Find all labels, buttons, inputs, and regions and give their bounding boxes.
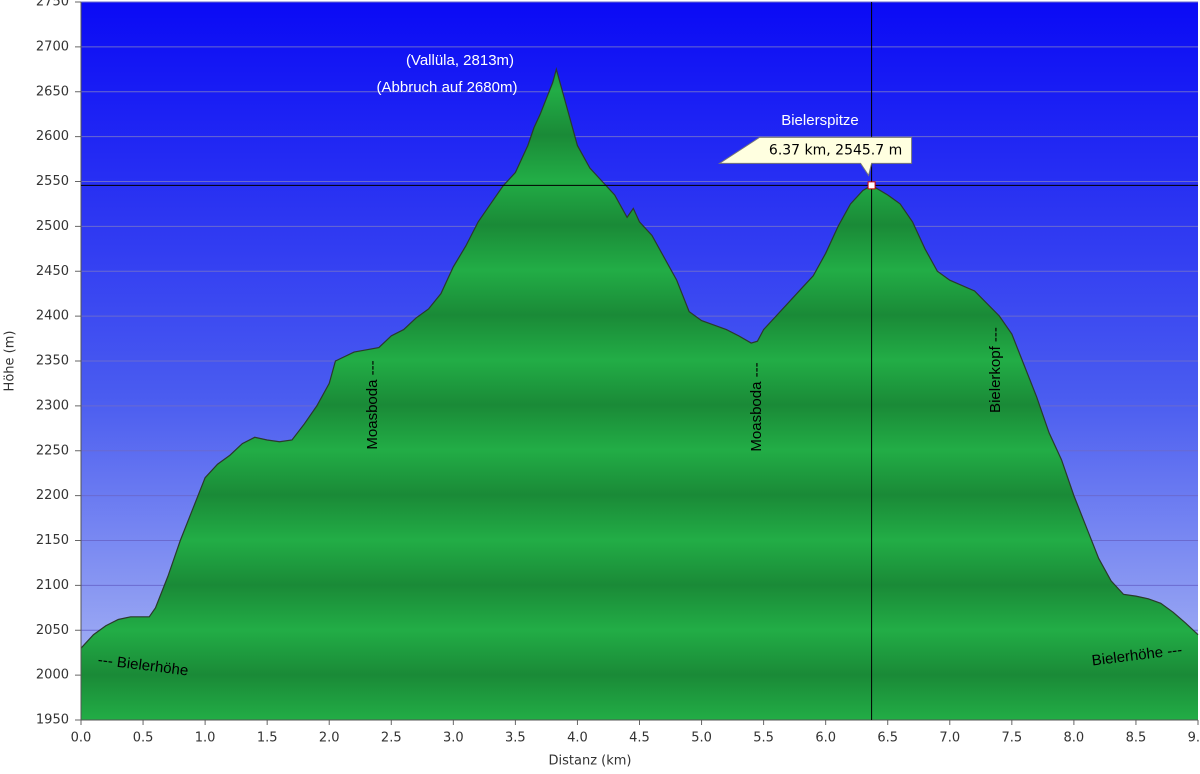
x-tick-label: 5.5 [753, 731, 774, 746]
annotation: (Abbruch auf 2680m) [377, 79, 518, 96]
x-tick-label: 8.5 [1126, 731, 1147, 746]
x-tick-label: 3.0 [443, 731, 464, 746]
x-tick-label: 0.0 [71, 731, 92, 746]
x-tick-label: 7.5 [1001, 731, 1022, 746]
x-tick-label: 2.0 [319, 731, 340, 746]
x-tick-label: 9.0 [1188, 731, 1200, 746]
y-tick-label: 2500 [36, 219, 69, 234]
y-tick-label: 2050 [36, 623, 69, 638]
y-tick-label: 2250 [36, 443, 69, 458]
x-tick-label: 2.5 [381, 731, 402, 746]
y-tick-label: 2000 [36, 668, 69, 683]
tooltip-box [717, 136, 913, 177]
y-tick-label: 2700 [36, 39, 69, 54]
x-tick-label: 5.0 [691, 731, 712, 746]
annotation: Bielerspitze [781, 112, 859, 129]
x-tick-label: 0.5 [133, 731, 154, 746]
y-tick-label: 2200 [36, 488, 69, 503]
annotation: (Vallüla, 2813m) [406, 52, 514, 69]
y-tick-label: 1950 [36, 713, 69, 728]
y-tick-label: 2150 [36, 533, 69, 548]
y-tick-label: 2550 [36, 174, 69, 189]
annotation: Moasboda --- [364, 360, 381, 449]
x-tick-label: 7.0 [939, 731, 960, 746]
x-tick-label: 3.5 [505, 731, 526, 746]
area-fill [81, 69, 1198, 720]
x-tick-label: 6.0 [815, 731, 836, 746]
y-tick-label: 2450 [36, 264, 69, 279]
tooltip-text: 6.37 km, 2545.7 m [769, 142, 902, 158]
x-tick-label: 1.0 [195, 731, 216, 746]
y-tick-label: 2350 [36, 354, 69, 369]
annotation: Moasboda --- [748, 362, 765, 451]
annotation: Bielerkopf --- [987, 327, 1004, 413]
x-axis-label: Distanz (km) [549, 754, 632, 769]
y-tick-label: 2600 [36, 129, 69, 144]
x-tick-label: 4.5 [629, 731, 650, 746]
y-tick-label: 2650 [36, 84, 69, 99]
y-tick-label: 2300 [36, 398, 69, 413]
x-tick-label: 4.0 [567, 731, 588, 746]
y-tick-label: 2400 [36, 309, 69, 324]
y-tick-label: 2100 [36, 578, 69, 593]
profile-line [80, 67, 1199, 649]
x-tick-label: 6.5 [877, 731, 898, 746]
y-axis-label: Höhe (m) [3, 331, 18, 392]
x-tick-label: 8.0 [1064, 731, 1085, 746]
y-tick-label: 2750 [36, 0, 69, 10]
x-tick-label: 1.5 [257, 731, 278, 746]
cursor-point [867, 181, 876, 190]
